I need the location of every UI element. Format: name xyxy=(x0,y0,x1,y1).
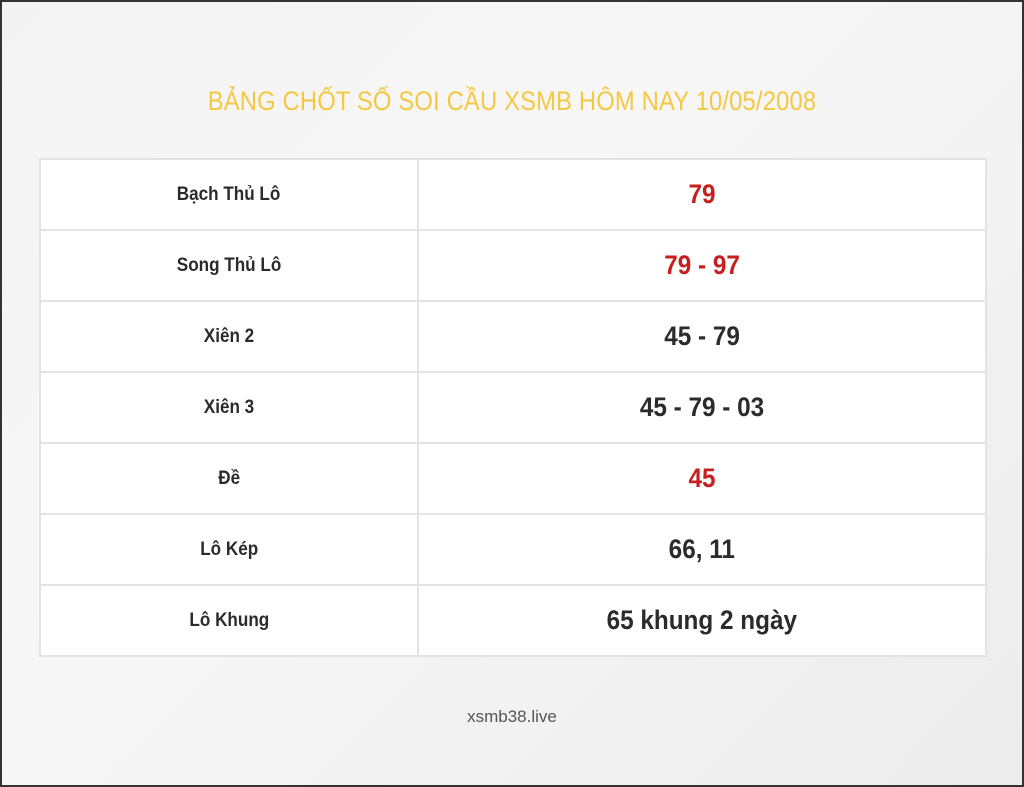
site-footer: xsmb38.live xyxy=(467,707,557,726)
table-row: Song Thủ Lô 79 - 97 xyxy=(39,229,987,302)
row-value: 65 khung 2 ngày xyxy=(417,584,987,657)
row-label: Lô Kép xyxy=(39,513,419,586)
row-value-text: 79 xyxy=(688,179,716,209)
row-label-text: Lô Kép xyxy=(200,538,258,560)
page-title: BẢNG CHỐT SỐ SOI CẦU XSMB HÔM NAY 10/05/… xyxy=(207,86,817,116)
row-value: 79 xyxy=(417,158,987,231)
row-label-text: Đề xyxy=(218,467,240,489)
row-label: Xiên 2 xyxy=(39,300,419,373)
prediction-table: Bạch Thủ Lô 79 Song Thủ Lô 79 - 97 Xiên 2 45 … xyxy=(39,158,987,657)
row-value: 45 - 79 - 03 xyxy=(417,371,987,444)
row-value-text: 79 - 97 xyxy=(664,250,740,280)
row-label-text: Xiên 2 xyxy=(203,325,255,347)
table-row: Lô Khung 65 khung 2 ngày xyxy=(39,584,987,657)
row-value-text: 45 xyxy=(688,463,716,493)
row-value-text: 45 - 79 xyxy=(664,321,740,351)
row-label: Xiên 3 xyxy=(39,371,419,444)
table-row: Bạch Thủ Lô 79 xyxy=(39,158,987,231)
row-label: Song Thủ Lô xyxy=(39,229,419,302)
row-label: Đề xyxy=(39,442,419,515)
row-value: 45 xyxy=(417,442,987,515)
row-value: 66, 11 xyxy=(417,513,987,586)
table-row: Xiên 3 45 - 79 - 03 xyxy=(39,371,987,444)
row-label-text: Lô Khung xyxy=(189,609,269,631)
row-value: 79 - 97 xyxy=(417,229,987,302)
table-row: Đề 45 xyxy=(39,442,987,515)
row-value-text: 66, 11 xyxy=(668,534,736,564)
row-value-text: 45 - 79 - 03 xyxy=(639,392,765,422)
row-label-text: Bạch Thủ Lô xyxy=(177,183,281,205)
row-label-text: Song Thủ Lô xyxy=(176,254,282,276)
row-label-text: Xiên 3 xyxy=(203,396,255,418)
row-label: Bạch Thủ Lô xyxy=(39,158,419,231)
row-value-text: 65 khung 2 ngày xyxy=(606,605,798,635)
row-value: 45 - 79 xyxy=(417,300,987,373)
row-label: Lô Khung xyxy=(39,584,419,657)
table-row: Xiên 2 45 - 79 xyxy=(39,300,987,373)
table-row: Lô Kép 66, 11 xyxy=(39,513,987,586)
